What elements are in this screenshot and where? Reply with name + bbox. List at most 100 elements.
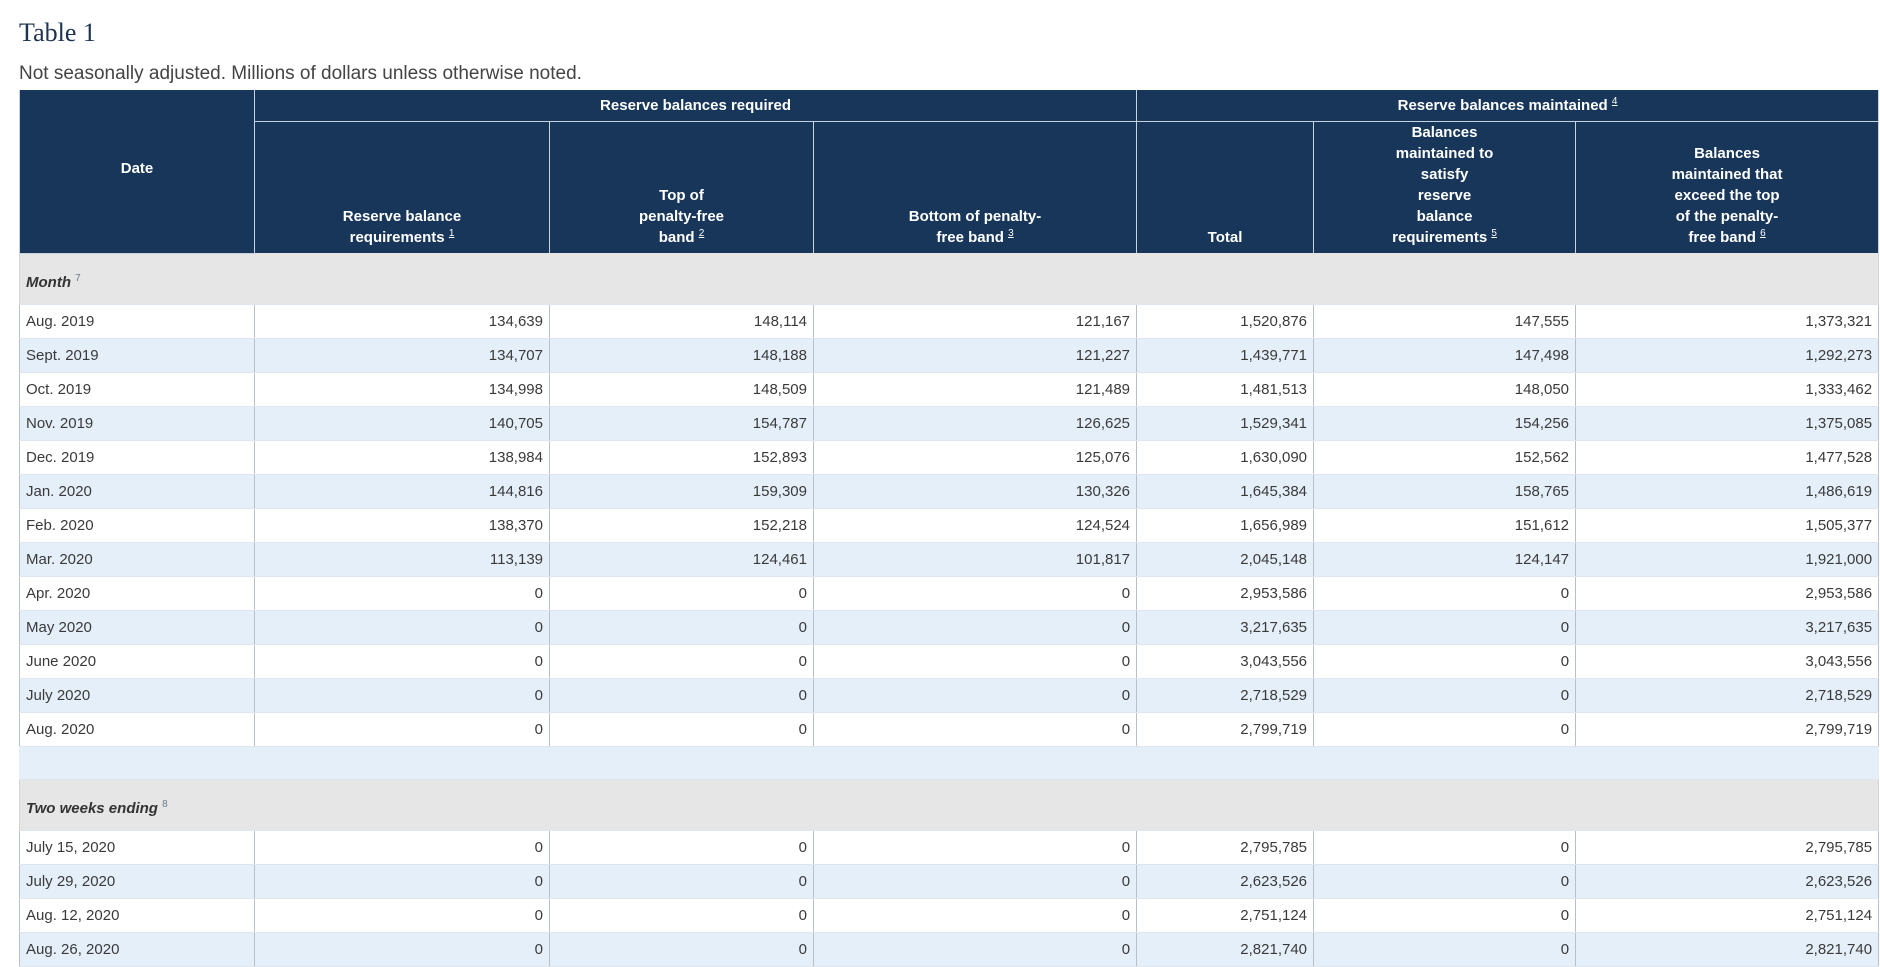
value-cell: 147,555 — [1313, 304, 1577, 339]
table-row: May 2020 0 0 0 3,217,635 0 3,217,635 — [19, 610, 1880, 645]
value-cell: 3,043,556 — [1575, 644, 1880, 679]
value-cell: 1,375,085 — [1575, 406, 1880, 441]
value-cell: 2,799,719 — [1575, 712, 1880, 747]
value-cell: 0 — [549, 932, 814, 967]
value-cell: 0 — [812, 644, 1138, 679]
value-cell: 1,529,341 — [1136, 406, 1315, 441]
row-date-cell: Sept. 2019 — [19, 338, 255, 373]
footnote-link[interactable]: 7 — [75, 273, 81, 284]
row-date-cell: Jan. 2020 — [19, 474, 255, 509]
value-cell: 0 — [254, 830, 550, 865]
footnote-link[interactable]: 8 — [162, 799, 168, 810]
table-row: Sept. 2019 134,707 148,188 121,227 1,439,771… — [19, 338, 1880, 373]
value-cell: 0 — [812, 932, 1138, 967]
value-cell: 0 — [1313, 712, 1577, 747]
value-cell: 154,787 — [549, 406, 814, 441]
table-row: Aug. 26, 2020 0 0 0 2,821,740 0 2,821,740 — [19, 932, 1880, 967]
section-heading-row: Two weeks ending 8 — [18, 779, 1880, 831]
spacer-cell — [18, 746, 1880, 780]
value-cell: 0 — [812, 576, 1138, 611]
table-row: Aug. 12, 2020 0 0 0 2,751,124 0 2,751,124 — [19, 898, 1880, 933]
table-body: Month 7 Aug. 2019 134,639 148,114 121,167 1,5… — [18, 253, 1880, 967]
value-cell: 124,524 — [812, 508, 1138, 543]
row-date-cell: July 2020 — [19, 678, 255, 713]
value-cell: 121,227 — [812, 338, 1138, 373]
group-header-maintained-label: Reserve balances maintained — [1397, 97, 1608, 114]
row-date-cell: Aug. 12, 2020 — [19, 898, 255, 933]
value-cell: 2,799,719 — [1136, 712, 1315, 747]
value-cell: 1,373,321 — [1575, 304, 1880, 339]
value-cell: 2,751,124 — [1136, 898, 1315, 933]
value-cell: 2,795,785 — [1136, 830, 1315, 865]
value-cell: 0 — [549, 712, 814, 747]
value-cell: 147,498 — [1313, 338, 1577, 373]
table-row: Aug. 2020 0 0 0 2,799,719 0 2,799,719 — [19, 712, 1880, 747]
value-cell: 148,188 — [549, 338, 814, 373]
column-header: Balances maintained that exceed the top … — [1575, 121, 1880, 253]
value-cell: 0 — [812, 864, 1138, 899]
value-cell: 0 — [1313, 610, 1577, 645]
table-row: Mar. 2020 113,139 124,461 101,817 2,045,148 1… — [19, 542, 1880, 577]
value-cell: 2,821,740 — [1136, 932, 1315, 967]
value-cell: 1,439,771 — [1136, 338, 1315, 373]
value-cell: 2,718,529 — [1136, 678, 1315, 713]
row-date-cell: Dec. 2019 — [19, 440, 255, 475]
value-cell: 0 — [812, 898, 1138, 933]
column-header-row: Reserve balance requirements 1 Top of pen… — [20, 121, 1880, 253]
value-cell: 152,218 — [549, 508, 814, 543]
column-header: Top of penalty-free band 2 — [549, 121, 814, 253]
value-cell: 0 — [254, 678, 550, 713]
value-cell: 148,509 — [549, 372, 814, 407]
value-cell: 0 — [549, 898, 814, 933]
footnote-link[interactable]: 4 — [1611, 96, 1618, 107]
section-heading-label: Two weeks ending — [26, 800, 158, 817]
footnote-link[interactable]: 1 — [448, 228, 455, 239]
table-row: Apr. 2020 0 0 0 2,953,586 0 2,953,586 — [19, 576, 1880, 611]
value-cell: 2,718,529 — [1575, 678, 1880, 713]
value-cell: 121,167 — [812, 304, 1138, 339]
value-cell: 1,481,513 — [1136, 372, 1315, 407]
value-cell: 158,765 — [1313, 474, 1577, 509]
footnote-link[interactable]: 2 — [698, 228, 705, 239]
value-cell: 124,461 — [549, 542, 814, 577]
value-cell: 2,623,526 — [1575, 864, 1880, 899]
column-header-date: Date — [19, 90, 255, 254]
value-cell: 1,630,090 — [1136, 440, 1315, 475]
row-date-cell: July 29, 2020 — [19, 864, 255, 899]
column-header: Total — [1136, 121, 1315, 253]
value-cell: 0 — [254, 932, 550, 967]
value-cell: 3,043,556 — [1136, 644, 1315, 679]
column-header-label: Bottom of penalty-free band — [908, 208, 1042, 246]
section-heading: Two weeks ending 8 — [18, 779, 1880, 831]
value-cell: 0 — [812, 610, 1138, 645]
row-date-cell: May 2020 — [19, 610, 255, 645]
table-title: Table 1 — [19, 18, 96, 47]
group-header-maintained: Reserve balances maintained 4 — [1136, 90, 1880, 122]
value-cell: 0 — [549, 864, 814, 899]
value-cell: 0 — [1313, 932, 1577, 967]
value-cell: 2,953,586 — [1136, 576, 1315, 611]
footnote-link[interactable]: 5 — [1491, 228, 1497, 239]
value-cell: 2,751,124 — [1575, 898, 1880, 933]
value-cell: 2,623,526 — [1136, 864, 1315, 899]
value-cell: 0 — [254, 644, 550, 679]
value-cell: 1,645,384 — [1136, 474, 1315, 509]
column-header-label: Reserve balance requirements — [342, 208, 462, 246]
value-cell: 2,795,785 — [1575, 830, 1880, 865]
table-row: July 2020 0 0 0 2,718,529 0 2,718,529 — [19, 678, 1880, 713]
section-heading-label: Month — [26, 274, 71, 291]
value-cell: 151,612 — [1313, 508, 1577, 543]
footnote-link[interactable]: 3 — [1008, 228, 1014, 239]
column-header-label: Balances maintained that exceed the top … — [1671, 145, 1783, 246]
table-row: Oct. 2019 134,998 148,509 121,489 1,481,513 1… — [19, 372, 1880, 407]
footnote-link[interactable]: 6 — [1760, 228, 1766, 239]
value-cell: 2,953,586 — [1575, 576, 1880, 611]
value-cell: 134,639 — [254, 304, 550, 339]
value-cell: 0 — [812, 712, 1138, 747]
table-row: Feb. 2020 138,370 152,218 124,524 1,656,989 1… — [19, 508, 1880, 543]
value-cell: 144,816 — [254, 474, 550, 509]
value-cell: 152,562 — [1313, 440, 1577, 475]
value-cell: 0 — [812, 678, 1138, 713]
value-cell: 1,505,377 — [1575, 508, 1880, 543]
value-cell: 3,217,635 — [1575, 610, 1880, 645]
